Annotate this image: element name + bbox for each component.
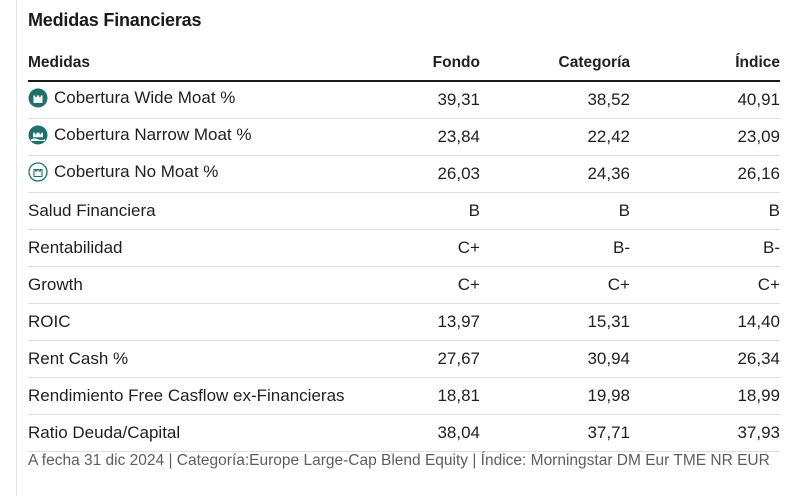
no-moat-icon bbox=[28, 161, 48, 182]
cell-category: 37,71 bbox=[480, 414, 630, 452]
row-label: Cobertura Wide Moat % bbox=[54, 87, 236, 107]
header-row: Medidas Fondo Categoría Índice bbox=[28, 46, 780, 82]
cell-fund: 38,04 bbox=[424, 414, 480, 452]
table-row: Rent Cash % 27,67 30,94 26,34 bbox=[28, 340, 780, 378]
cell-index: 37,93 bbox=[630, 414, 780, 452]
table-row: Rentabilidad C+ B- B- bbox=[28, 229, 780, 267]
cell-fund: 26,03 bbox=[424, 155, 480, 193]
row-label-wrap: Cobertura No Moat % bbox=[28, 162, 218, 182]
table-row: Cobertura Narrow Moat % 23,84 22,42 23,0… bbox=[28, 118, 780, 156]
table-row: Ratio Deuda/Capital 38,04 37,71 37,93 bbox=[28, 414, 780, 452]
cell-category: 22,42 bbox=[480, 118, 630, 156]
cell-index: C+ bbox=[630, 266, 780, 304]
table-row: Cobertura Wide Moat % 39,31 38,52 40,91 bbox=[28, 81, 780, 119]
cell-fund: C+ bbox=[424, 266, 480, 304]
cell-fund: 13,97 bbox=[424, 303, 480, 341]
row-label: Rent Cash % bbox=[28, 340, 424, 378]
cell-category: 30,94 bbox=[480, 340, 630, 378]
row-label: Cobertura Narrow Moat % bbox=[54, 124, 252, 144]
cell-index: 26,16 bbox=[630, 155, 780, 193]
cell-category: C+ bbox=[480, 266, 630, 304]
row-label: Ratio Deuda/Capital bbox=[28, 414, 424, 452]
row-label: Growth bbox=[28, 266, 424, 304]
cell-index: 14,40 bbox=[630, 303, 780, 341]
table-row: Salud Financiera B B B bbox=[28, 192, 780, 230]
wide-moat-icon bbox=[28, 88, 48, 107]
row-label-wrap: Cobertura Wide Moat % bbox=[28, 88, 235, 108]
row-label-wrap: Cobertura Narrow Moat % bbox=[28, 125, 251, 145]
cell-index: 18,99 bbox=[630, 377, 780, 415]
cell-category: 24,36 bbox=[480, 155, 630, 193]
cell-index: B bbox=[630, 192, 780, 230]
row-label: ROIC bbox=[28, 303, 424, 341]
measures-table: Medidas Fondo Categoría Índice Cobertura… bbox=[28, 46, 780, 452]
cell-category: 15,31 bbox=[480, 303, 630, 341]
table-row: Growth C+ C+ C+ bbox=[28, 266, 780, 304]
row-label: Rendimiento Free Casflow ex-Financieras bbox=[28, 377, 424, 415]
cell-fund: 27,67 bbox=[424, 340, 480, 378]
cell-index: 26,34 bbox=[630, 340, 780, 378]
cell-category: B- bbox=[480, 229, 630, 267]
cell-index: B- bbox=[630, 229, 780, 267]
footnote: A fecha 31 dic 2024 | Categoría:Europe L… bbox=[28, 452, 770, 469]
row-label: Cobertura No Moat % bbox=[54, 161, 219, 181]
cell-fund: C+ bbox=[424, 229, 480, 267]
row-label: Rentabilidad bbox=[28, 229, 424, 267]
narrow-moat-icon bbox=[28, 125, 48, 144]
financial-measures-panel: Medidas Financieras Medidas Fondo Catego… bbox=[16, 0, 792, 496]
panel-title: Medidas Financieras bbox=[28, 10, 202, 30]
cell-index: 23,09 bbox=[630, 118, 780, 156]
header-category: Categoría bbox=[480, 46, 630, 82]
table-row: ROIC 13,97 15,31 14,40 bbox=[28, 303, 780, 341]
row-label: Salud Financiera bbox=[28, 192, 424, 230]
table-row: Rendimiento Free Casflow ex-Financieras … bbox=[28, 377, 780, 415]
cell-fund: 39,31 bbox=[424, 81, 480, 119]
header-fund: Fondo bbox=[424, 46, 480, 82]
table-row: Cobertura No Moat % 26,03 24,36 26,16 bbox=[28, 155, 780, 193]
cell-fund: 18,81 bbox=[424, 377, 480, 415]
cell-fund: B bbox=[424, 192, 480, 230]
cell-index: 40,91 bbox=[630, 81, 780, 119]
header-index: Índice bbox=[630, 46, 780, 82]
panel-left-border bbox=[16, 0, 17, 496]
cell-fund: 23,84 bbox=[424, 118, 480, 156]
cell-category: 19,98 bbox=[480, 377, 630, 415]
header-measure: Medidas bbox=[28, 46, 424, 82]
cell-category: B bbox=[480, 192, 630, 230]
cell-category: 38,52 bbox=[480, 81, 630, 119]
